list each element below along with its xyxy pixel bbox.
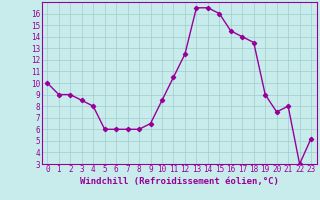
- X-axis label: Windchill (Refroidissement éolien,°C): Windchill (Refroidissement éolien,°C): [80, 177, 279, 186]
